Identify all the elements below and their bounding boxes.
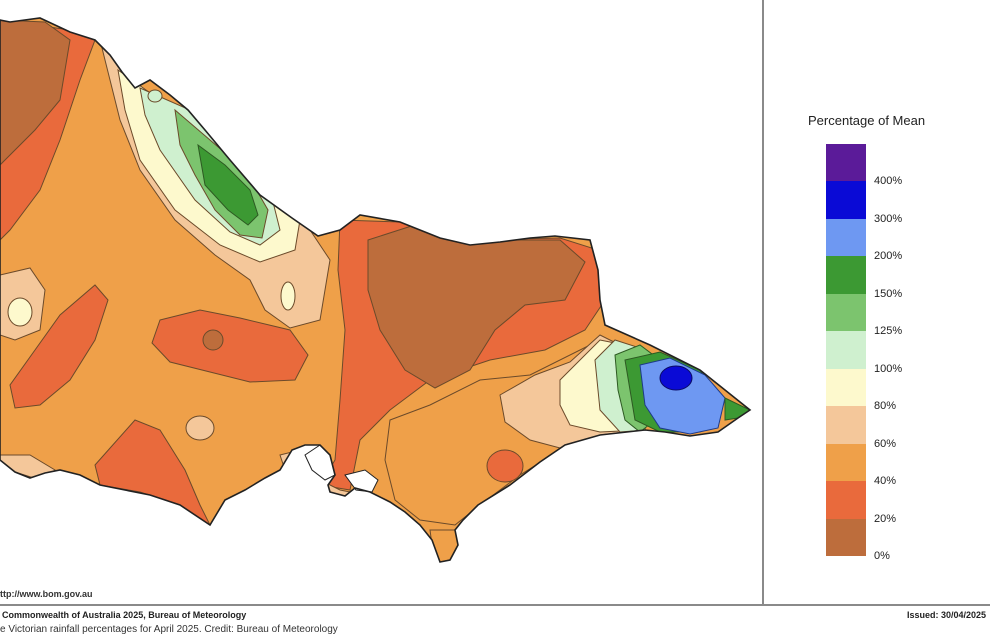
legend-color-bar — [826, 144, 866, 556]
issued-date: Issued: 30/04/2025 — [906, 610, 986, 620]
source-url: ttp://www.bom.gov.au — [0, 589, 93, 599]
legend-swatch — [826, 331, 866, 369]
legend-label: 20% — [874, 512, 897, 525]
legend-swatch — [826, 293, 866, 332]
legend-label: 100% — [874, 362, 903, 375]
legend-label: 0% — [874, 550, 890, 562]
legend-labels: 400% 300% 200% 150% 125% 100% 80% 60% 40% 20% 0% — [874, 144, 934, 562]
legend-swatch — [826, 406, 866, 444]
legend-swatch — [826, 181, 866, 219]
legend-swatch — [826, 218, 866, 257]
legend-swatch — [826, 518, 866, 556]
legend-swatch — [826, 443, 866, 482]
legend-label: 60% — [874, 437, 897, 450]
legend-title: Percentage of Mean — [808, 113, 926, 128]
copyright-text: Commonwealth of Australia 2025, Bureau o… — [2, 610, 247, 620]
map-frame-divider — [762, 0, 764, 604]
legend-label: 40% — [874, 475, 897, 488]
legend-label: 125% — [874, 325, 903, 338]
legend-label: 200% — [874, 250, 903, 263]
legend: Percentage of Mean 400% 300% 200% 150% 125% 1… — [790, 110, 980, 580]
legend-swatch — [826, 481, 866, 519]
legend-label: 300% — [874, 212, 903, 225]
map-frame-bottom — [0, 604, 990, 606]
image-caption: e Victorian rainfall percentages for Apr… — [0, 624, 338, 635]
legend-swatch — [826, 368, 866, 407]
legend-swatch — [826, 144, 866, 182]
legend-swatch — [826, 256, 866, 294]
legend-label: 150% — [874, 287, 903, 300]
rainfall-contours — [0, 18, 750, 562]
legend-label: 80% — [874, 400, 897, 413]
legend-label: 400% — [874, 175, 903, 188]
victoria-map — [0, 17, 751, 563]
rainfall-map — [0, 17, 751, 563]
